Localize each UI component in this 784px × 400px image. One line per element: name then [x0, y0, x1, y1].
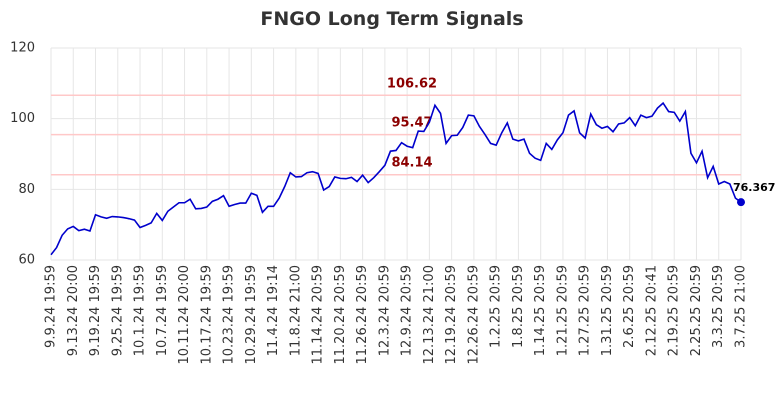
- x-tick-label: 11.26.24 20:59: [355, 265, 370, 365]
- x-tick-label: 1.21.25 20:59: [555, 265, 570, 356]
- last-value-label: 76.367: [733, 181, 775, 194]
- x-tick-label: 9.9.24 19:59: [44, 265, 59, 348]
- x-tick-label: 10.29.24 19:59: [244, 265, 259, 365]
- x-tick-label: 12.26.24 20:59: [466, 265, 481, 365]
- x-tick-label: 2.6.25 20:59: [622, 265, 637, 348]
- x-tick-label: 1.8.25 20:59: [511, 265, 526, 348]
- x-tick-label: 12.19.24 20:59: [444, 265, 459, 365]
- x-tick-label: 9.25.24 19:59: [110, 265, 125, 356]
- x-tick-label: 1.14.25 20:59: [533, 265, 548, 356]
- y-tick-label: 60: [18, 253, 35, 268]
- x-tick-label: 3.7.25 21:00: [734, 265, 749, 348]
- x-tick-label: 11.14.24 20:59: [311, 265, 326, 365]
- x-tick-label: 12.9.24 20:59: [400, 265, 415, 356]
- x-tick-label: 9.13.24 20:00: [66, 265, 81, 356]
- x-tick-label: 10.1.24 19:59: [133, 265, 148, 356]
- signal-label: 95.47: [391, 116, 432, 131]
- x-tick-label: 2.19.25 20:59: [667, 265, 682, 356]
- x-tick-label: 2.12.25 20:41: [644, 265, 659, 356]
- x-tick-label: 10.23.24 19:59: [222, 265, 237, 365]
- x-tick-label: 1.31.25 20:59: [600, 265, 615, 356]
- y-tick-label: 80: [18, 182, 35, 197]
- y-tick-label: 100: [10, 111, 35, 126]
- last-point: [737, 198, 745, 207]
- x-tick-label: 12.3.24 20:59: [377, 265, 392, 356]
- chart-title: FNGO Long Term Signals: [260, 8, 523, 30]
- x-tick-label: 9.19.24 19:59: [88, 265, 103, 356]
- x-tick-label: 12.13.24 21:00: [422, 265, 437, 365]
- signal-label: 84.14: [391, 156, 432, 171]
- x-tick-label: 11.20.24 20:59: [333, 265, 348, 365]
- price-line: [50, 101, 742, 256]
- x-tick-label: 1.27.25 20:59: [578, 265, 593, 356]
- x-tick-label: 1.2.25 20:59: [489, 265, 504, 348]
- x-tick-label: 11.8.24 21:00: [288, 265, 303, 356]
- y-tick-label: 120: [10, 41, 35, 56]
- x-tick-label: 10.7.24 19:59: [155, 265, 170, 356]
- x-tick-label: 10.11.24 20:00: [177, 265, 192, 365]
- x-tick-label: 10.17.24 19:59: [199, 265, 214, 365]
- x-tick-label: 11.4.24 19:14: [266, 265, 281, 356]
- signal-label: 106.62: [387, 76, 437, 91]
- x-tick-label: 2.25.25 20:59: [689, 265, 704, 356]
- x-tick-label: 3.3.25 20:59: [711, 265, 726, 348]
